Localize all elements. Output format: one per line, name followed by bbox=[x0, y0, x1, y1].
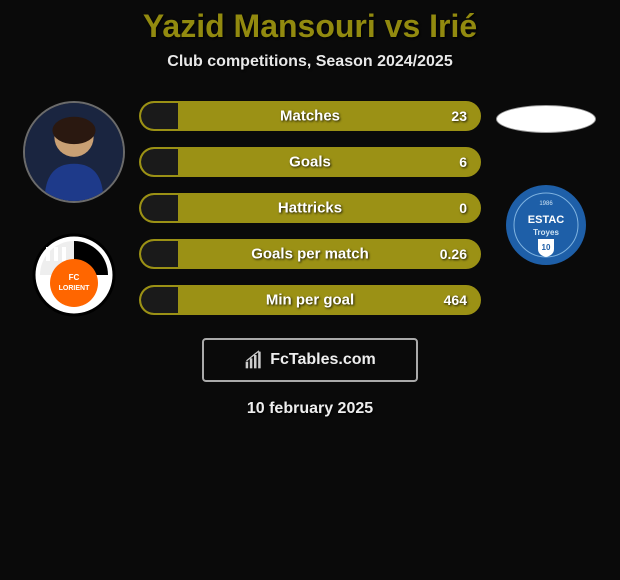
svg-text:1986: 1986 bbox=[539, 201, 553, 207]
bar-value-right: 6 bbox=[459, 154, 467, 170]
club-badge-lorient-icon: FC LORIENT bbox=[24, 233, 124, 318]
left-column: FC LORIENT bbox=[19, 101, 129, 318]
brand-box: FcTables.com bbox=[202, 338, 418, 382]
stat-bar: Min per goal 464 bbox=[139, 285, 481, 315]
bar-fill-left bbox=[141, 241, 178, 267]
svg-text:LORIENT: LORIENT bbox=[59, 285, 90, 292]
club-badge-troyes-icon: 1986 ESTAC Troyes 10 bbox=[496, 183, 596, 268]
svg-text:FC: FC bbox=[69, 273, 80, 282]
bar-fill-left bbox=[141, 195, 178, 221]
bar-value-right: 0.26 bbox=[440, 246, 467, 262]
stat-bar: Matches 23 bbox=[139, 101, 481, 131]
bar-label: Hattricks bbox=[278, 200, 342, 217]
stat-bar: Goals 6 bbox=[139, 147, 481, 177]
bar-value-right: 23 bbox=[451, 108, 467, 124]
svg-text:Troyes: Troyes bbox=[533, 228, 559, 237]
bar-fill-left bbox=[141, 287, 178, 313]
bar-label: Goals bbox=[289, 154, 331, 171]
brand-text: FcTables.com bbox=[270, 351, 376, 369]
stat-bar: Hattricks 0 bbox=[139, 193, 481, 223]
player-avatar-right-placeholder bbox=[496, 105, 596, 133]
bar-label: Min per goal bbox=[266, 292, 354, 309]
bar-fill-left bbox=[141, 149, 178, 175]
svg-text:ESTAC: ESTAC bbox=[528, 214, 565, 226]
right-column: 1986 ESTAC Troyes 10 bbox=[491, 101, 601, 268]
main-row: FC LORIENT Matches 23 Goals 6 Hattricks … bbox=[0, 101, 620, 318]
club-badge-right: 1986 ESTAC Troyes 10 bbox=[496, 183, 596, 268]
date-text: 10 february 2025 bbox=[0, 400, 620, 418]
bar-value-right: 0 bbox=[459, 200, 467, 216]
subtitle: Club competitions, Season 2024/2025 bbox=[0, 53, 620, 71]
page-title: Yazid Mansouri vs Irié bbox=[0, 8, 620, 45]
infographic-root: Yazid Mansouri vs Irié Club competitions… bbox=[0, 0, 620, 418]
bar-fill-left bbox=[141, 103, 178, 129]
bar-label: Goals per match bbox=[251, 246, 369, 263]
stat-bar: Goals per match 0.26 bbox=[139, 239, 481, 269]
stat-bars: Matches 23 Goals 6 Hattricks 0 Goals per… bbox=[139, 101, 481, 315]
svg-text:10: 10 bbox=[542, 243, 551, 252]
club-badge-left: FC LORIENT bbox=[24, 233, 124, 318]
bar-chart-icon bbox=[244, 350, 264, 370]
bar-label: Matches bbox=[280, 108, 340, 125]
person-icon bbox=[25, 103, 123, 201]
player-avatar-left bbox=[23, 101, 125, 203]
bar-value-right: 464 bbox=[444, 292, 467, 308]
